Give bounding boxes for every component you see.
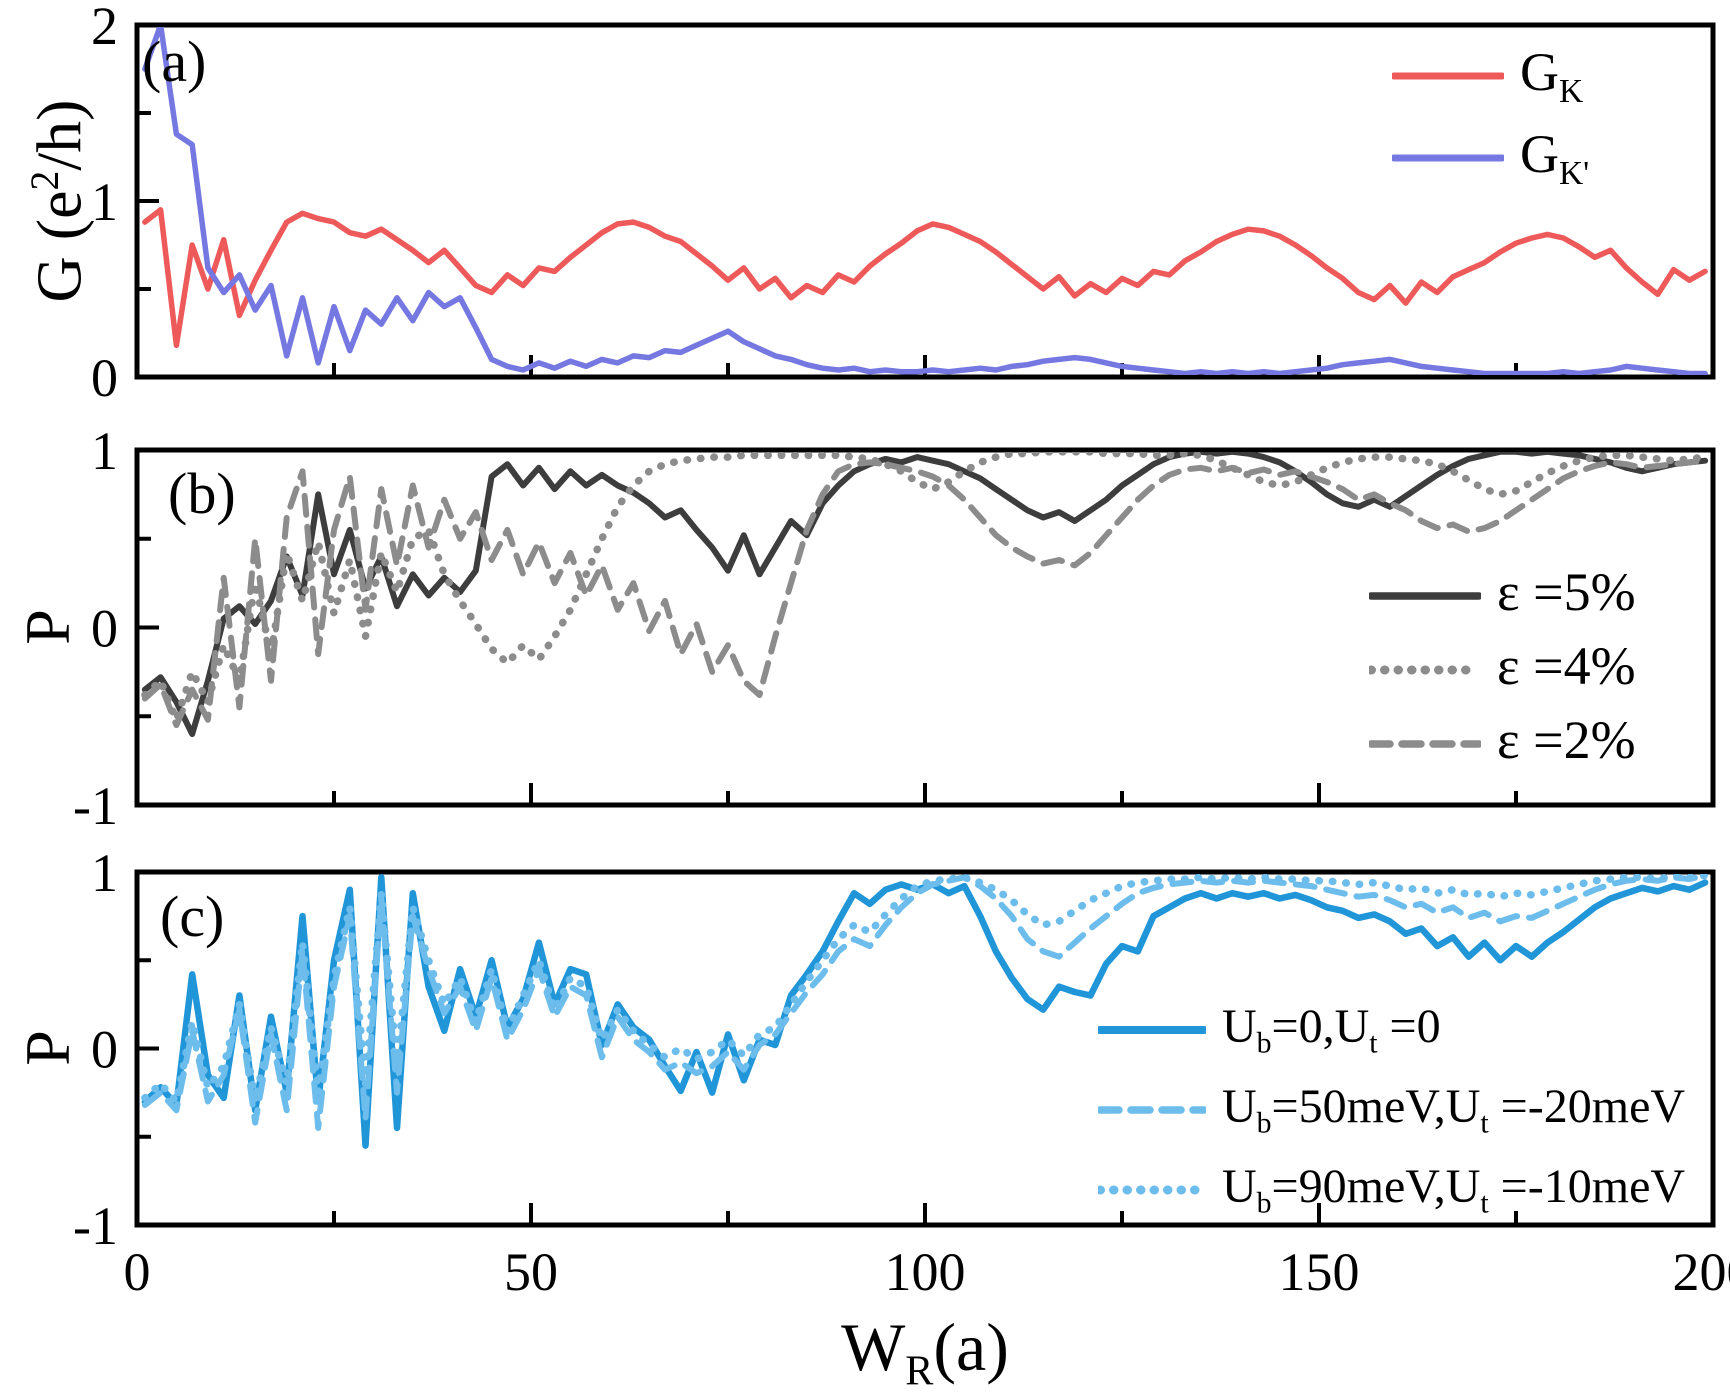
legend-item-eps2: ε =2% — [1369, 710, 1636, 774]
legend-label-eps2: ε =2% — [1497, 710, 1636, 771]
legend-item-eps5: ε =5% — [1369, 562, 1636, 626]
x-tick-label: 150 — [1279, 1242, 1360, 1302]
y-tick-label: 0 — [91, 599, 118, 659]
panel-label-c: (c) — [160, 884, 225, 949]
legend-swatch-0-1 — [1392, 154, 1504, 162]
series-line-GK — [142, 207, 1708, 349]
series-line-eps2 — [141, 457, 1709, 729]
legend-swatch-2-0 — [1098, 1026, 1206, 1034]
panel-frame-1 — [134, 447, 1716, 808]
legend-label-u0: Ub=0,Ut =0 — [1222, 1000, 1441, 1060]
series-line-eps5 — [141, 452, 1709, 737]
legend-swatch-2-2 — [1098, 1185, 1206, 1195]
y-tick-label: 1 — [91, 421, 118, 481]
y-tick-label: 0 — [91, 1020, 118, 1080]
legend-item-eps4: ε =4% — [1369, 636, 1636, 700]
legend-label-eps5: ε =5% — [1497, 562, 1636, 623]
x-tick-label: 50 — [504, 1242, 558, 1302]
y-axis-label-b: P — [12, 609, 83, 645]
y-tick-label: -1 — [73, 1196, 118, 1256]
legend-swatch-0-0 — [1392, 72, 1504, 80]
legend-label-u50: Ub=50meV,Ut =-20meV — [1222, 1080, 1686, 1140]
panel-label-b: (b) — [168, 461, 236, 526]
panel-frame-0 — [134, 22, 1716, 380]
series-line-GKp — [142, 27, 1708, 375]
legend-swatch-2-1 — [1098, 1106, 1206, 1114]
y-tick-label: 0 — [91, 348, 118, 408]
panel-frame-2 — [134, 869, 1716, 1228]
legend-label-u90: Ub=90meV,Ut =-10meV — [1222, 1160, 1686, 1220]
legend-item-gk: GK — [1392, 42, 1583, 110]
legend-item-u90: Ub=90meV,Ut =-10meV — [1098, 1160, 1685, 1220]
x-tick-label: 100 — [885, 1242, 966, 1302]
x-tick-label: 200 — [1673, 1242, 1730, 1302]
x-tick-label: 0 — [124, 1242, 151, 1302]
legend-item-gkp: GK' — [1392, 124, 1589, 192]
legend-swatch-1-0 — [1369, 592, 1481, 600]
y-axis-label-a: G (e2/h) — [23, 99, 95, 303]
series-line-U50 — [141, 874, 1709, 1131]
x-axis-label: WR(a) — [841, 1309, 1009, 1395]
y-tick-label: 2 — [91, 0, 118, 56]
legend-swatch-1-1 — [1369, 665, 1481, 675]
legend-item-u0: Ub=0,Ut =0 — [1098, 1000, 1441, 1060]
y-axis-label-c: P — [12, 1030, 83, 1066]
legend-label-gk: GK — [1520, 42, 1584, 110]
y-tick-label: 1 — [91, 172, 118, 232]
series-line-eps4 — [141, 452, 1709, 724]
y-tick-label: 1 — [91, 843, 118, 903]
series-line-U90 — [141, 874, 1709, 1106]
legend-item-u50: Ub=50meV,Ut =-20meV — [1098, 1080, 1685, 1140]
legend-label-gkp: GK' — [1520, 124, 1590, 192]
y-tick-label: -1 — [73, 776, 118, 836]
panel-label-a: (a) — [142, 29, 207, 94]
legend-label-eps4: ε =4% — [1497, 636, 1636, 697]
legend-swatch-1-2 — [1369, 740, 1481, 748]
